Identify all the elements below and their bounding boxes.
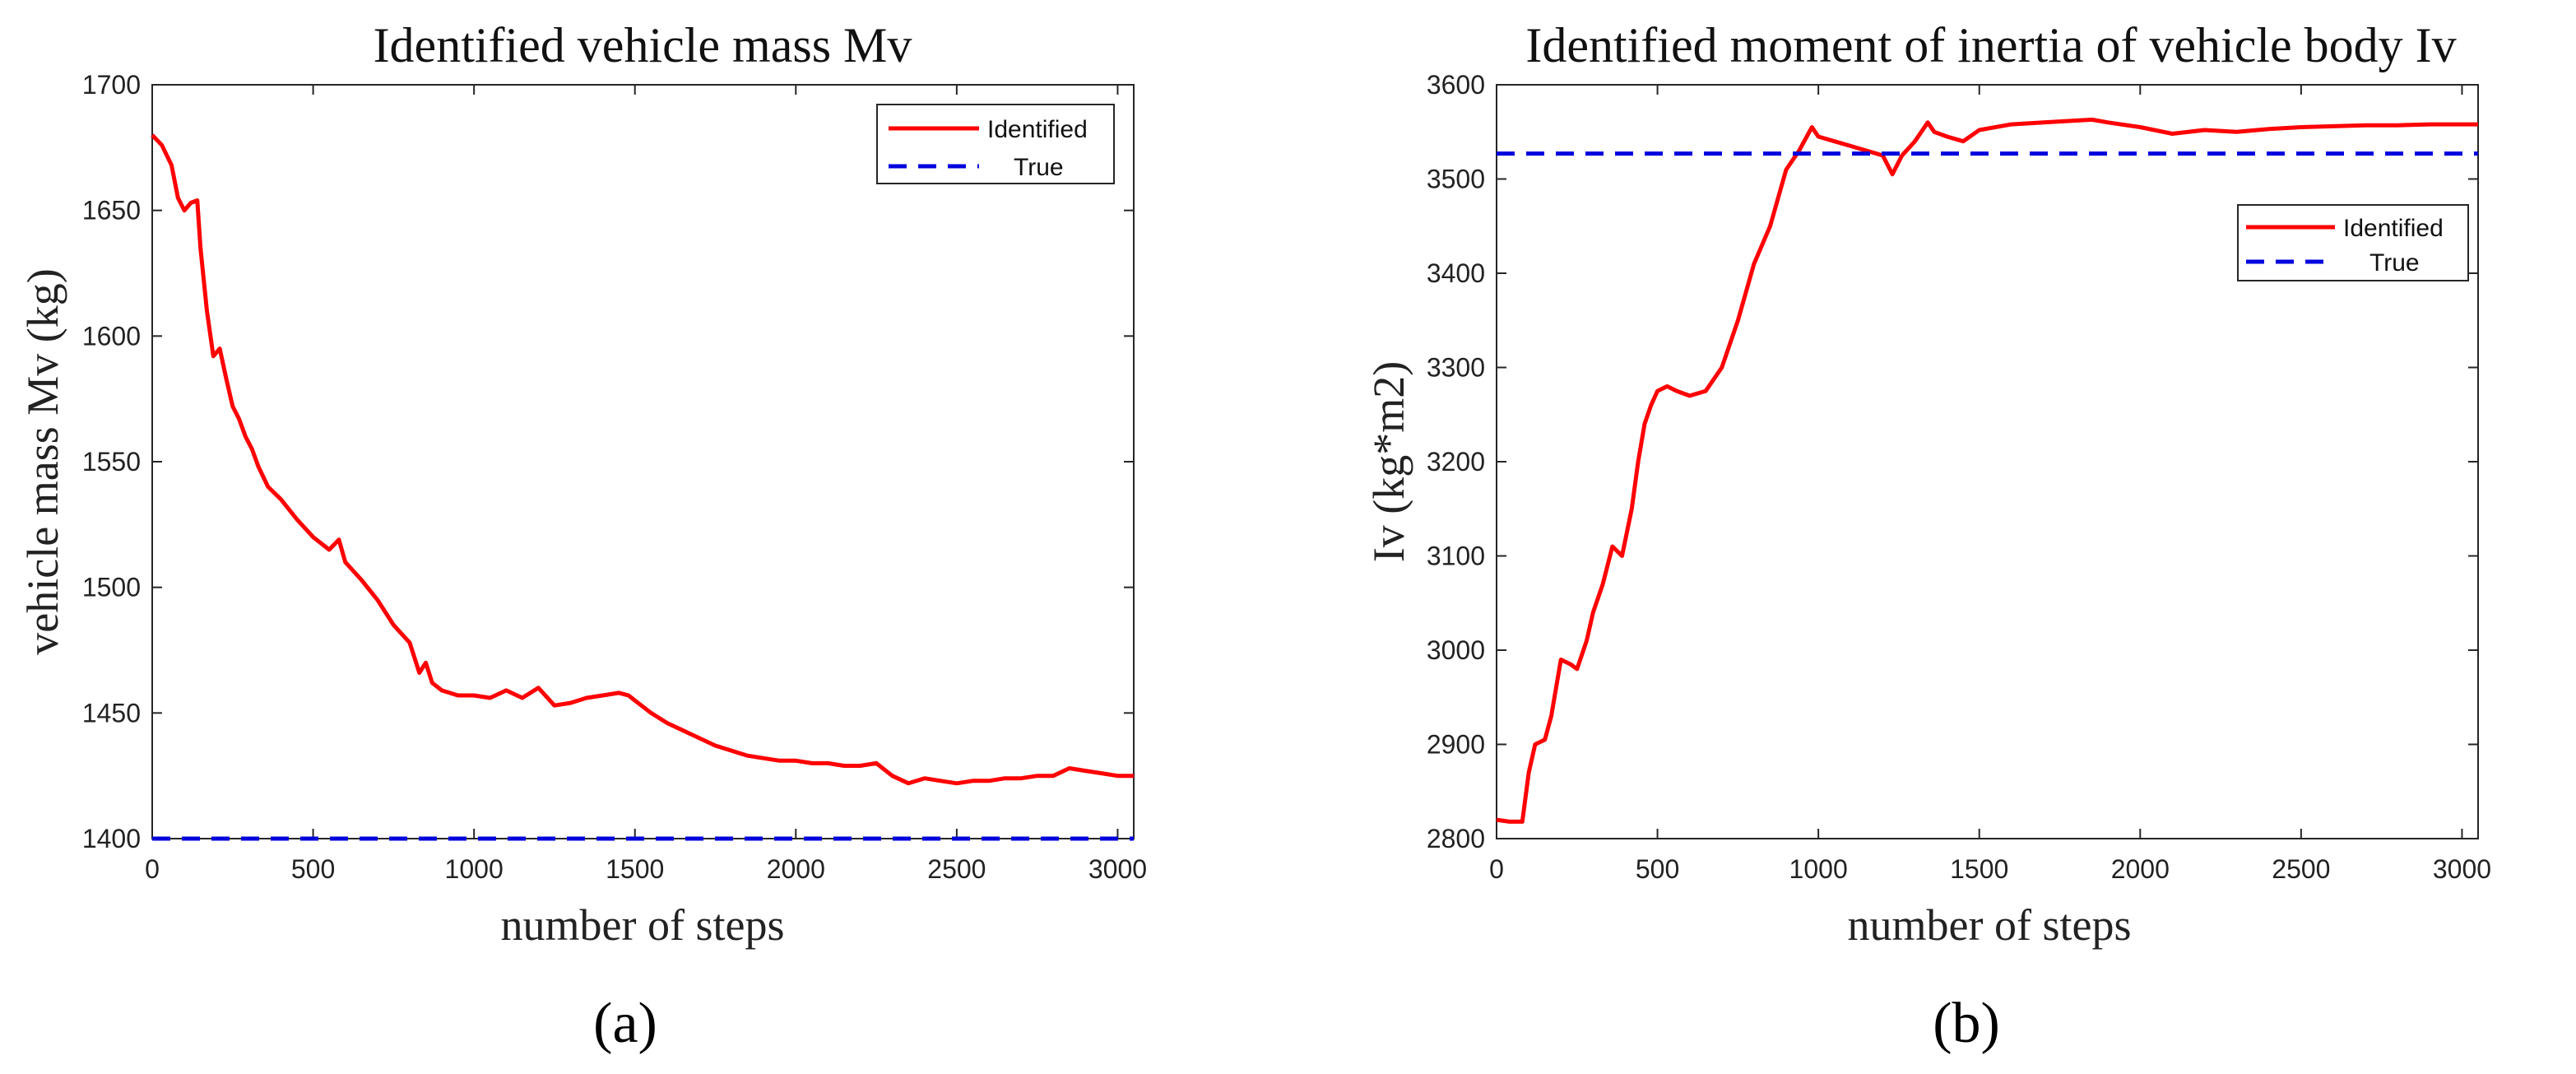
chart-b-ytick-label: 2800 [1427, 824, 1485, 853]
chart-a-ytick-label: 1650 [82, 196, 141, 225]
chart-a-series [151, 133, 1134, 841]
chart-b-xtick-label: 0 [1489, 854, 1504, 884]
chart-b-ytick-label: 3000 [1427, 635, 1485, 665]
chart-a-ytick-label: 1400 [82, 824, 141, 853]
panel-label-a: (a) [593, 992, 657, 1055]
chart-b-xlabel: number of steps [1848, 900, 2132, 950]
chart-b-ytick-label: 3200 [1427, 447, 1485, 477]
chart-b-xtick-label: 2500 [2272, 854, 2330, 884]
chart-b-ylabel: Iv (kg*m2) [1364, 361, 1413, 562]
chart-b-ytick-label: 2900 [1427, 730, 1485, 760]
chart-a-xtick-label: 500 [291, 854, 335, 884]
chart-a-xtick-label: 1000 [445, 854, 504, 884]
chart-b-title: Identified moment of inertia of vehicle … [1525, 18, 2456, 72]
chart-a-xlabel: number of steps [501, 900, 785, 950]
chart-b-ytick-label: 3300 [1427, 353, 1485, 383]
panel-label-b: (b) [1933, 992, 2000, 1055]
chart-b-ytick-label: 3600 [1427, 70, 1485, 100]
chart-a: Identified vehicle mass Mv 0 500 1000 1500 2… [18, 18, 1147, 1055]
chart-a-series-identified [151, 133, 1134, 786]
chart-a-legend-box [876, 104, 1115, 184]
chart-b-xtick-label: 1000 [1789, 854, 1848, 884]
chart-a-xtick-label: 2000 [767, 854, 825, 884]
chart-b-ytick-label: 3500 [1427, 165, 1485, 194]
chart-a-ytick-label: 1450 [82, 698, 141, 728]
chart-a-ylabel: vehicle mass Mv (kg) [18, 268, 67, 654]
chart-b-legend-box [2237, 204, 2469, 281]
chart-b-xtick-label: 500 [1636, 854, 1679, 884]
chart-b-xtick-label: 1500 [1950, 854, 2008, 884]
chart-a-ytick-label: 1700 [82, 70, 141, 100]
chart-a-legend: Identified True [876, 104, 1115, 184]
chart-a-xtick-label: 1500 [606, 854, 664, 884]
chart-a-ticks: 0 500 1000 1500 2000 2500 3000 1400 1450 1500 1550… [82, 70, 1147, 884]
chart-b-series-identified [1496, 117, 2478, 824]
chart-a-legend-true-label: True [1014, 154, 1064, 181]
chart-a-xtick-label: 3000 [1088, 854, 1147, 884]
chart-b-series [1496, 117, 2478, 824]
chart-b-legend-identified-label: Identified [2343, 215, 2444, 242]
chart-b-ytick-label: 3100 [1427, 542, 1485, 571]
chart-b-axes-box [1496, 84, 2479, 839]
chart-b: Identified moment of inertia of vehicle … [1364, 18, 2491, 1055]
chart-a-xtick-label: 2500 [927, 854, 986, 884]
chart-a-ytick-label: 1600 [82, 321, 141, 351]
chart-b-xtick-label: 3000 [2433, 854, 2491, 884]
chart-b-legend: Identified True [2237, 204, 2469, 281]
chart-a-legend-identified-label: Identified [987, 116, 1088, 143]
chart-b-ytick-label: 3400 [1427, 258, 1485, 288]
chart-a-axes-box [151, 84, 1135, 839]
chart-a-title: Identified vehicle mass Mv [374, 18, 912, 72]
chart-a-xtick-label: 0 [145, 854, 160, 884]
chart-b-legend-true-label: True [2369, 249, 2420, 277]
chart-a-ytick-label: 1500 [82, 573, 141, 602]
chart-b-xtick-label: 2000 [2111, 854, 2170, 884]
chart-a-ytick-label: 1550 [82, 447, 141, 477]
chart-b-ticks: 0 500 1000 1500 2000 2500 3000 2800 2900 3000 3100… [1427, 70, 2491, 884]
